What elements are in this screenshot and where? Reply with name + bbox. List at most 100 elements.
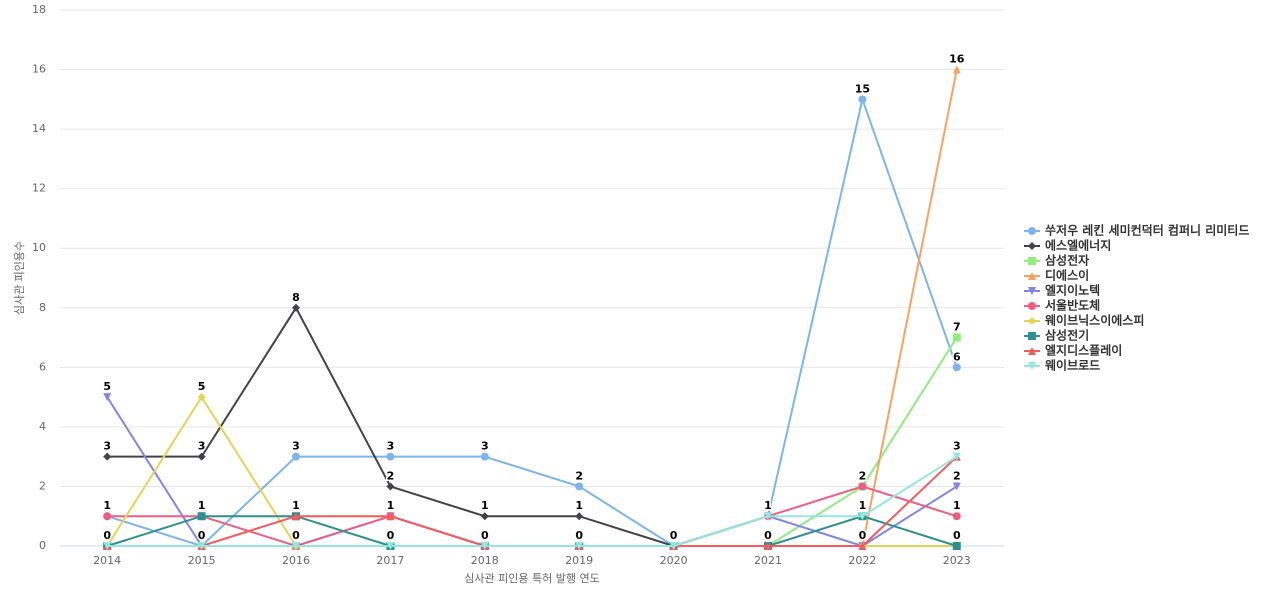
y-tick-label: 16 — [32, 63, 46, 76]
line — [106, 95, 958, 548]
point — [575, 542, 584, 550]
legend-label: 삼성전기 — [1045, 328, 1089, 343]
y-tick-label: 18 — [32, 3, 46, 16]
data-label: 0 — [859, 529, 867, 542]
data-label: 3 — [292, 440, 300, 453]
y-tick-label: 4 — [39, 420, 46, 433]
point — [197, 393, 206, 402]
data-label: 1 — [481, 499, 489, 512]
line — [107, 455, 958, 547]
legend-item: 삼성전기 — [1024, 328, 1089, 343]
x-tick-label: 2022 — [848, 554, 876, 567]
data-label: 3 — [103, 440, 111, 453]
data-label: 8 — [292, 291, 300, 304]
legend-label: 서울반도체 — [1045, 298, 1100, 313]
point — [103, 393, 112, 402]
point — [292, 542, 300, 550]
x-tick-label: 2020 — [660, 554, 688, 567]
legend-label: 디에스이 — [1045, 268, 1089, 283]
point — [292, 512, 300, 521]
legend-item: 엘지디스플레이 — [1024, 343, 1122, 358]
data-label: 1 — [387, 499, 395, 512]
data-label: 0 — [575, 529, 583, 542]
point — [764, 542, 772, 550]
point — [858, 95, 867, 104]
data-label: 3 — [387, 440, 395, 453]
line — [106, 515, 958, 547]
data-label: 1 — [953, 499, 961, 512]
legend-label: 웨이브닉스이에스피 — [1045, 313, 1144, 328]
point — [952, 452, 961, 461]
y-tick-label: 12 — [32, 182, 46, 195]
point — [858, 482, 867, 491]
x-axis-title: 심사관 피인용 특허 발행 연도 — [464, 572, 599, 585]
legend-marker — [1028, 242, 1036, 250]
data-label: 2 — [387, 469, 395, 482]
legend-marker — [1028, 332, 1036, 340]
data-label: 16 — [949, 53, 965, 66]
data-label: 3 — [481, 440, 489, 453]
x-tick-label: 2014 — [93, 554, 121, 567]
data-label: 1 — [292, 499, 300, 512]
point — [480, 542, 489, 550]
x-tick-label: 2019 — [565, 554, 593, 567]
series — [103, 452, 961, 550]
data-label: 0 — [764, 529, 772, 542]
data-label: 6 — [953, 350, 961, 363]
legend-marker — [1028, 302, 1036, 310]
data-label: 1 — [764, 499, 772, 512]
legend-item: 웨이브로드 — [1024, 358, 1100, 373]
y-tick-label: 14 — [32, 122, 46, 135]
point — [292, 303, 300, 312]
data-label: 3 — [953, 440, 961, 453]
x-tick-label: 2016 — [282, 554, 310, 567]
x-tick-label: 2023 — [943, 554, 971, 567]
legend-marker — [1028, 272, 1036, 280]
point — [197, 452, 206, 461]
legend-item: 엘지이노텍 — [1024, 283, 1100, 298]
point — [858, 542, 867, 550]
point — [292, 452, 300, 461]
data-label: 1 — [575, 499, 583, 512]
legend-label: 웨이브로드 — [1045, 358, 1100, 373]
x-tick-label: 2015 — [188, 554, 216, 567]
legend-item: 에스엘에너지 — [1024, 238, 1111, 253]
legend-marker — [1028, 287, 1036, 295]
point — [858, 512, 867, 521]
data-label: 0 — [103, 529, 111, 542]
x-tick-label: 2017 — [376, 554, 404, 567]
point — [386, 542, 395, 550]
point — [197, 512, 206, 521]
legend-item: 쑤저우 레킨 세미컨덕터 컴퍼니 리미티드 — [1024, 223, 1249, 238]
legend-item: 디에스이 — [1024, 268, 1089, 283]
data-label: 5 — [198, 380, 206, 393]
y-tick-label: 2 — [39, 479, 46, 492]
point — [103, 542, 112, 550]
line — [107, 455, 958, 547]
point — [480, 452, 489, 461]
point — [386, 512, 395, 521]
legend-item: 웨이브닉스이에스피 — [1024, 313, 1144, 328]
data-label: 0 — [670, 529, 678, 542]
point — [952, 482, 961, 491]
point — [575, 512, 584, 521]
x-tick-label: 2018 — [471, 554, 499, 567]
legend-marker — [1028, 362, 1036, 370]
legend-label: 삼성전자 — [1045, 253, 1089, 268]
data-label: 1 — [103, 499, 111, 512]
x-tick-label: 2021 — [754, 554, 782, 567]
point — [575, 482, 584, 491]
legend-marker — [1028, 317, 1036, 325]
point — [952, 512, 961, 521]
data-label: 5 — [103, 380, 111, 393]
point — [103, 512, 112, 521]
data-label: 2 — [859, 469, 867, 482]
data-label: 2 — [575, 469, 583, 482]
point — [764, 512, 772, 521]
y-tick-label: 10 — [32, 241, 46, 254]
series — [103, 452, 961, 550]
point — [480, 512, 489, 521]
legend-marker — [1028, 347, 1036, 355]
y-axis-title: 심사관 피인용수 — [13, 241, 26, 315]
